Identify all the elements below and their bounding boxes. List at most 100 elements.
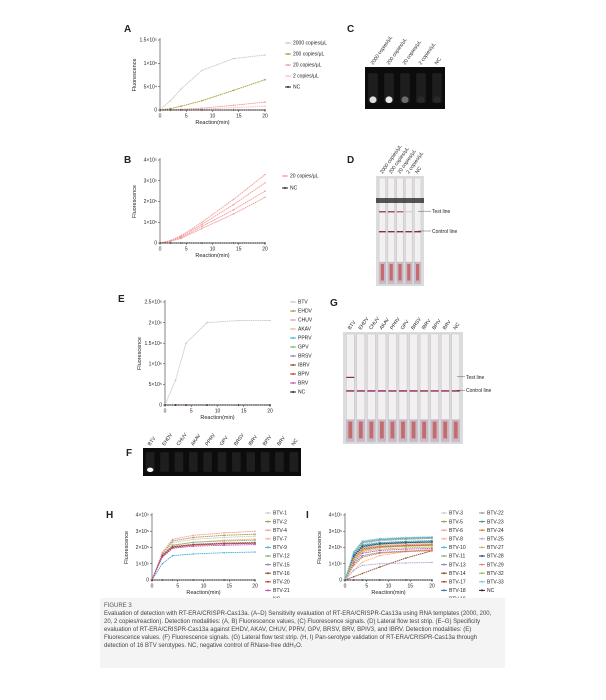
series-point xyxy=(379,539,381,541)
legend-label: BTV-21 xyxy=(273,588,290,594)
series-point xyxy=(180,105,182,108)
legend-label: NC xyxy=(487,588,495,594)
series-point xyxy=(201,223,203,226)
legend-marker xyxy=(267,546,269,549)
panel-letter: B xyxy=(124,155,131,166)
annotation: Control line xyxy=(466,388,492,394)
legend-label: BTV-24 xyxy=(487,528,504,534)
caption-text: Evaluation of detection with RT-ERA/CRIS… xyxy=(104,611,492,649)
legend-marker xyxy=(443,529,445,532)
legend-label: 20 copies/μL xyxy=(290,174,319,180)
legend-marker xyxy=(443,537,445,540)
series-point xyxy=(431,561,433,564)
series-point xyxy=(192,545,194,547)
series-line xyxy=(344,550,433,581)
series-point xyxy=(352,569,355,572)
legend-label: BTV-2 xyxy=(273,519,287,525)
series-line xyxy=(344,541,433,581)
series-line xyxy=(159,54,266,111)
legend-marker xyxy=(284,175,286,177)
legend-label: BTV-33 xyxy=(487,580,504,586)
series-point xyxy=(237,319,240,322)
series-point xyxy=(223,579,225,581)
panel-letter: C xyxy=(347,24,354,35)
y-tick-label: 3×10⁵ xyxy=(136,529,149,535)
control-line xyxy=(377,390,386,392)
caption: FIGURE 3 Evaluation of detection with RT… xyxy=(100,598,505,668)
series-point xyxy=(171,538,174,541)
series-point xyxy=(161,551,164,554)
y-axis-label: Fluorescence xyxy=(132,185,138,218)
x-tick-label: 10 xyxy=(210,114,216,120)
gel-signal xyxy=(433,96,441,104)
series-line xyxy=(344,536,433,581)
series-point xyxy=(164,404,166,406)
control-line xyxy=(356,390,365,392)
gel-well xyxy=(232,452,241,472)
series-point xyxy=(361,547,364,550)
series-point xyxy=(232,89,235,92)
series-point xyxy=(379,541,381,544)
series-point xyxy=(264,109,266,111)
gel-well xyxy=(160,452,169,472)
legend-label: BTV-13 xyxy=(449,562,466,568)
lane-label: EHDV xyxy=(161,432,174,447)
x-tick-label: 5 xyxy=(176,584,179,590)
series-point xyxy=(254,542,256,544)
series-point xyxy=(185,342,187,345)
lane-label: GPV xyxy=(400,319,411,332)
legend-label: BTV-29 xyxy=(487,562,504,568)
legend-label: BTV-27 xyxy=(487,545,504,551)
series-point xyxy=(223,542,225,545)
legend-marker xyxy=(443,572,445,575)
lane-label: NC xyxy=(434,56,443,66)
lane-label: CHUV xyxy=(176,432,189,448)
x-tick-label: 0 xyxy=(159,247,162,253)
legend-label: BTV xyxy=(298,300,308,306)
legend-label: 20 copies/μL xyxy=(293,63,322,69)
series-point xyxy=(169,107,172,110)
series-point xyxy=(171,547,174,550)
series-point xyxy=(405,538,407,540)
series-point xyxy=(431,549,433,552)
legend-label: BTV-8 xyxy=(449,537,463,543)
series-point xyxy=(201,109,203,111)
gel-well xyxy=(289,452,299,472)
control-line xyxy=(414,231,421,233)
series-point xyxy=(361,552,364,554)
series-point xyxy=(405,543,407,546)
y-tick-label: 3×10⁵ xyxy=(144,178,157,184)
legend-label: BTV-6 xyxy=(449,528,463,534)
lane-label: BRSV xyxy=(233,432,246,447)
control-line xyxy=(367,390,376,392)
series-point xyxy=(405,579,407,581)
series-point xyxy=(232,242,235,244)
series-point xyxy=(169,99,172,102)
strip-code xyxy=(407,264,411,281)
series-point xyxy=(405,548,407,550)
legend-label: BTV-28 xyxy=(487,554,504,560)
strip xyxy=(356,333,366,443)
legend-marker xyxy=(267,589,269,592)
series-point xyxy=(192,536,194,539)
series-point xyxy=(174,404,177,406)
series-point xyxy=(431,547,433,550)
legend-label: BTV-17 xyxy=(449,580,466,586)
series-point xyxy=(361,542,364,544)
legend-marker xyxy=(481,529,483,532)
series-point xyxy=(232,203,235,206)
caption-label: FIGURE 3 xyxy=(104,603,132,609)
series-point xyxy=(254,533,256,535)
legend-label: BTV-10 xyxy=(449,545,466,551)
series-point xyxy=(431,541,433,543)
series-point xyxy=(405,550,407,553)
series-point xyxy=(379,548,381,550)
legend-marker xyxy=(284,187,286,189)
series-point xyxy=(264,182,266,184)
series-point xyxy=(192,543,194,546)
series-point xyxy=(192,534,194,537)
x-tick-label: 0 xyxy=(344,584,347,590)
legend-label: BTV-19 xyxy=(449,597,466,598)
series-point xyxy=(254,579,256,581)
series-line xyxy=(159,101,266,111)
